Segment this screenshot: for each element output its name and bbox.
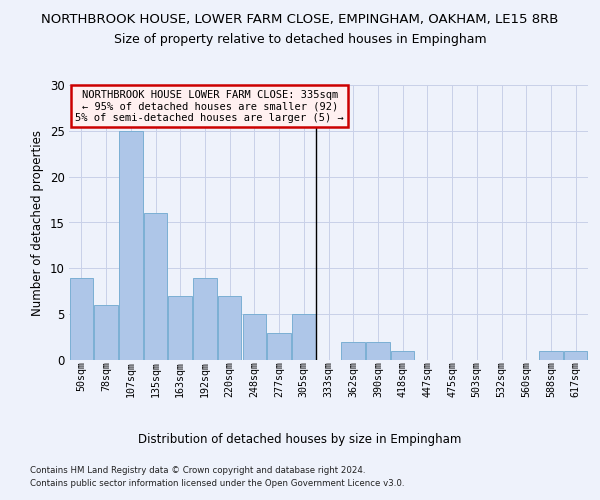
Text: Distribution of detached houses by size in Empingham: Distribution of detached houses by size …	[139, 432, 461, 446]
Bar	[70, 278, 93, 360]
Text: Size of property relative to detached houses in Empingham: Size of property relative to detached ho…	[113, 32, 487, 46]
Bar	[539, 351, 563, 360]
Bar	[366, 342, 389, 360]
Bar	[144, 214, 167, 360]
Text: Contains HM Land Registry data © Crown copyright and database right 2024.: Contains HM Land Registry data © Crown c…	[30, 466, 365, 475]
Text: NORTHBROOK HOUSE, LOWER FARM CLOSE, EMPINGHAM, OAKHAM, LE15 8RB: NORTHBROOK HOUSE, LOWER FARM CLOSE, EMPI…	[41, 12, 559, 26]
Y-axis label: Number of detached properties: Number of detached properties	[31, 130, 44, 316]
Bar	[218, 296, 241, 360]
Bar	[341, 342, 365, 360]
Bar	[193, 278, 217, 360]
Bar	[94, 305, 118, 360]
Bar	[268, 332, 291, 360]
Bar	[564, 351, 587, 360]
Bar	[242, 314, 266, 360]
Bar	[119, 131, 143, 360]
Bar	[292, 314, 316, 360]
Text: NORTHBROOK HOUSE LOWER FARM CLOSE: 335sqm
← 95% of detached houses are smaller (: NORTHBROOK HOUSE LOWER FARM CLOSE: 335sq…	[76, 90, 344, 123]
Bar	[169, 296, 192, 360]
Text: Contains public sector information licensed under the Open Government Licence v3: Contains public sector information licen…	[30, 479, 404, 488]
Bar	[391, 351, 415, 360]
